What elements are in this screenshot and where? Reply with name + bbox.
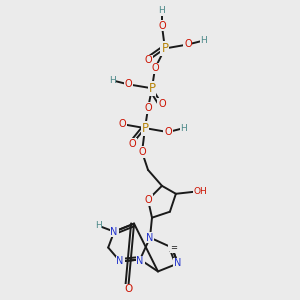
Text: O: O [158,21,166,31]
Text: O: O [158,99,166,109]
Text: N: N [110,226,118,237]
Text: N: N [174,259,182,269]
Text: OH: OH [194,187,208,196]
Text: O: O [164,127,172,137]
Text: O: O [184,40,192,50]
Text: O: O [151,63,159,74]
Text: P: P [161,42,168,55]
Text: P: P [148,82,155,95]
Text: O: O [124,284,132,294]
Text: =: = [170,243,177,252]
Text: H: H [109,76,116,85]
Text: N: N [116,256,124,266]
Text: H: H [181,124,187,133]
Text: O: O [118,119,126,129]
Text: P: P [142,122,148,135]
Text: H: H [159,6,165,15]
Text: H: H [200,36,207,45]
Text: N: N [136,256,144,266]
Text: =: = [169,244,175,250]
Text: N: N [146,232,154,243]
Text: O: O [144,56,152,65]
Text: H: H [95,221,102,230]
Text: O: O [124,79,132,89]
Text: O: O [128,139,136,149]
Text: O: O [138,147,146,157]
Text: O: O [144,103,152,113]
Text: O: O [144,195,152,205]
